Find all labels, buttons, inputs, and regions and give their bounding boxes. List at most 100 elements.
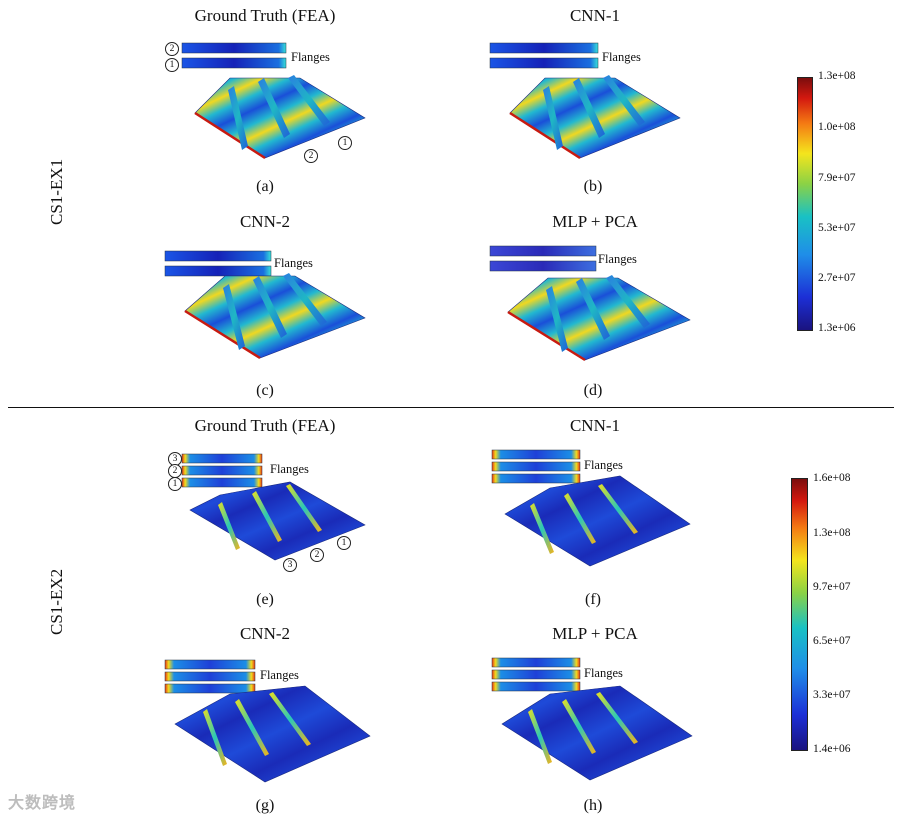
flanges-label: Flanges [260,668,299,682]
plate-edge-red [194,111,266,160]
stiffener-web [564,493,596,544]
flange-strip-2 [181,42,287,54]
panel-f-title: CNN-1 [569,416,621,435]
flange-strip [489,42,599,54]
plate-edge-red [184,309,261,360]
caption-c: (c) [256,382,274,399]
stiffener-web [598,484,638,534]
caption-g: (g) [255,797,275,814]
plate-edge-red [507,310,586,362]
colorbar-tick: 1.3e+06 [818,322,856,334]
stiffener-web [258,78,290,138]
stiffener-web [253,276,287,338]
flanges-label: Flanges [598,252,637,266]
flanges-label: Flanges [270,462,309,476]
caption-e: (e) [256,591,274,608]
stiffener-web [528,709,552,764]
panel-h-title: MLP + PCA [552,624,638,643]
flange-strip [164,250,272,262]
web-number: 1 [337,536,351,550]
caption-d: (d) [583,382,603,399]
row-divider [8,407,894,408]
panel-b-plot [489,42,681,160]
web-number: 2 [310,548,324,562]
flange-strip [164,683,256,694]
row-label-cs1-ex2: CS1-EX2 [47,568,66,635]
panel-d-plot [489,245,691,362]
flange-strip [491,449,581,460]
stiffener-web [228,86,248,150]
stiffener-web [573,78,605,138]
watermark: 大数跨境 [8,793,77,812]
panel-g-title: CNN-2 [239,624,291,643]
flange-strip [491,657,581,668]
stiffener-web [543,86,563,150]
colorbar-ex1 [797,77,813,331]
flange-strip [491,669,581,680]
stiffener-web [288,75,330,126]
stiffened-plate [174,685,371,783]
stiffener-web [603,75,645,126]
web-number: 2 [304,149,318,163]
flange-strip-3 [181,453,263,464]
flange-strip [164,659,256,670]
flange-strip-2 [181,465,263,476]
flange-strip-1 [181,477,263,488]
flange-number: 2 [165,42,179,56]
panel-b-title: CNN-1 [569,6,621,25]
colorbar-tick: 1.3e+08 [818,70,856,82]
colorbar-tick: 1.6e+08 [813,472,851,484]
caption-f: (f) [585,591,601,608]
stiffener-web [269,692,311,746]
flanges-label: Flanges [602,50,641,64]
colorbar-tick: 1.0e+08 [818,121,856,133]
stiffener-web [218,502,240,550]
stiffener-web [530,503,554,554]
flanges-label: Flanges [274,256,313,270]
panel-a-plot [181,42,366,160]
web-number: 3 [283,558,297,572]
flanges-label: Flanges [584,458,623,472]
stiffener-web [252,491,282,542]
colorbar-ex2 [791,478,808,751]
flange-strip [491,681,581,692]
panel-f-plot [491,449,691,567]
stiffener-web [576,278,610,340]
panel-c-plot [164,250,366,360]
stiffener-web [223,284,245,350]
flange-number: 1 [168,477,182,491]
row-label-cs1-ex1: CS1-EX1 [47,158,66,225]
panel-e-plot [181,453,366,561]
panel-d-title: MLP + PCA [552,212,638,231]
flanges-label: Flanges [584,666,623,680]
stiffened-plate [504,475,691,567]
caption-b: (b) [583,178,603,195]
panel-c-title: CNN-2 [239,212,291,231]
colorbar-tick: 2.7e+07 [818,272,856,284]
stiffener-web [606,275,650,328]
stiffener-web [546,286,568,352]
colorbar-tick: 1.4e+06 [813,743,851,755]
caption-a: (a) [256,178,274,195]
flange-strip [491,473,581,484]
stiffener-web [562,699,596,754]
stiffener-web [203,709,227,766]
stiffener-web [596,692,638,744]
colorbar-tick: 5.3e+07 [818,222,856,234]
web-number: 1 [338,136,352,150]
flange-strip [164,671,256,682]
flange-number: 1 [165,58,179,72]
stiffener-web [283,273,327,326]
colorbar-tick: 9.7e+07 [813,581,851,593]
flange-strip [489,245,597,257]
flange-strip [491,461,581,472]
panel-a-title: Ground Truth (FEA) [194,6,336,25]
flange-strip [164,265,272,277]
stiffener-web [235,699,269,756]
stiffened-plate [501,685,693,781]
panel-g-plot [164,659,371,783]
panel-h-plot [491,657,693,781]
flange-strip [489,57,599,69]
stiffener-web [286,484,322,532]
